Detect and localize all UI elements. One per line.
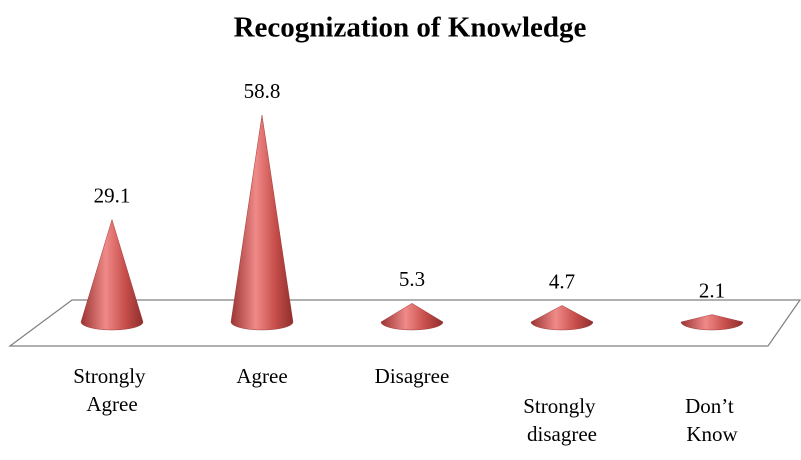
x-tick-label: Agree <box>236 364 287 388</box>
data-label: 58.8 <box>244 79 281 103</box>
cone <box>680 314 744 331</box>
data-label: 4.7 <box>549 269 575 293</box>
data-label: 5.3 <box>399 267 425 291</box>
data-label: 29.1 <box>94 183 131 207</box>
cone <box>530 305 594 331</box>
cone <box>230 114 294 331</box>
x-tick-label: Strongly Agree <box>73 364 151 416</box>
cone <box>80 218 144 331</box>
data-label: 2.1 <box>699 278 725 302</box>
chart-title: Recognization of Knowledge <box>234 12 587 44</box>
x-tick-label: Don’t Know <box>685 394 739 446</box>
x-tick-label: Strongly disagree <box>523 394 601 446</box>
floor <box>8 299 801 347</box>
x-tick-label: Disagree <box>375 364 450 388</box>
cone <box>380 303 444 331</box>
